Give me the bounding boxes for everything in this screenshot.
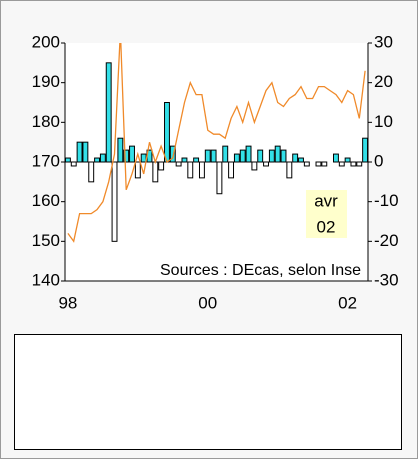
bar <box>216 161 223 195</box>
bar <box>117 137 124 163</box>
bar <box>268 149 275 163</box>
y-tick-label: 200 <box>32 32 60 51</box>
bar <box>65 157 71 163</box>
bar <box>362 137 368 163</box>
y2-tick-label: -30 <box>374 270 399 289</box>
bar <box>356 161 363 167</box>
bar <box>70 161 77 167</box>
bar <box>111 161 118 242</box>
bar <box>76 141 83 163</box>
bar <box>169 145 176 163</box>
x-tick-label: 98 <box>58 293 77 312</box>
y-tick-label: 170 <box>32 151 60 170</box>
x-tick-label: 02 <box>338 293 357 312</box>
bar <box>321 161 328 167</box>
y-tick-label: 140 <box>32 270 60 289</box>
bar <box>99 153 106 163</box>
bar <box>257 149 264 163</box>
annotation: avr <box>314 191 338 210</box>
annotation-box <box>306 190 347 238</box>
bar <box>303 161 310 167</box>
bar <box>134 161 141 179</box>
bar <box>105 62 112 163</box>
annotation: 02 <box>317 217 336 236</box>
y2-tick-label: 0 <box>374 151 383 170</box>
y2-tick-label: -20 <box>374 231 399 250</box>
chart: avr 02 Sources : DEcas, selon Inse 140 15… <box>32 32 399 312</box>
bar <box>175 161 182 167</box>
bar <box>94 157 100 163</box>
bar <box>298 157 304 163</box>
bar <box>158 161 165 171</box>
bar <box>280 149 287 163</box>
y-tick-label: 150 <box>32 231 60 250</box>
y2-tick-label: 10 <box>374 112 393 131</box>
y-tick-label: 190 <box>32 72 60 91</box>
y-tick-label: 180 <box>32 112 60 131</box>
y2-tick-label: -10 <box>374 191 399 210</box>
bar <box>193 157 200 163</box>
y2-tick-label: 20 <box>374 72 393 91</box>
bar <box>344 157 351 163</box>
bar <box>274 145 281 163</box>
source: Sources : DEcas, selon Inse <box>160 262 361 279</box>
x-tick-label: 00 <box>198 293 217 312</box>
bar <box>333 153 339 163</box>
bar <box>233 153 240 163</box>
bar <box>251 161 258 171</box>
bar <box>164 102 170 163</box>
bar <box>140 153 147 163</box>
bar <box>204 149 211 163</box>
bar <box>263 161 269 167</box>
marks <box>65 43 368 243</box>
bar <box>210 149 217 163</box>
bar <box>350 161 357 167</box>
bar <box>245 145 252 163</box>
source-group: Sources : DEcas, selon Inse <box>160 262 361 279</box>
bar <box>239 149 246 163</box>
bar <box>187 161 194 179</box>
bar <box>292 153 299 163</box>
bar <box>222 145 229 163</box>
legend: Variation des immatriculations (%)Immatr… <box>14 334 402 450</box>
bar <box>315 161 322 167</box>
bar <box>228 161 235 179</box>
bar <box>198 161 205 179</box>
bar <box>123 149 130 163</box>
bar <box>338 161 345 167</box>
bar <box>152 161 159 183</box>
bar <box>286 161 293 179</box>
bar <box>129 145 135 163</box>
bar <box>181 157 188 163</box>
y-tick-label: 160 <box>32 191 60 210</box>
line <box>67 43 366 243</box>
bar <box>82 141 89 163</box>
bar <box>88 161 95 183</box>
y2-tick-label: 30 <box>374 32 393 51</box>
